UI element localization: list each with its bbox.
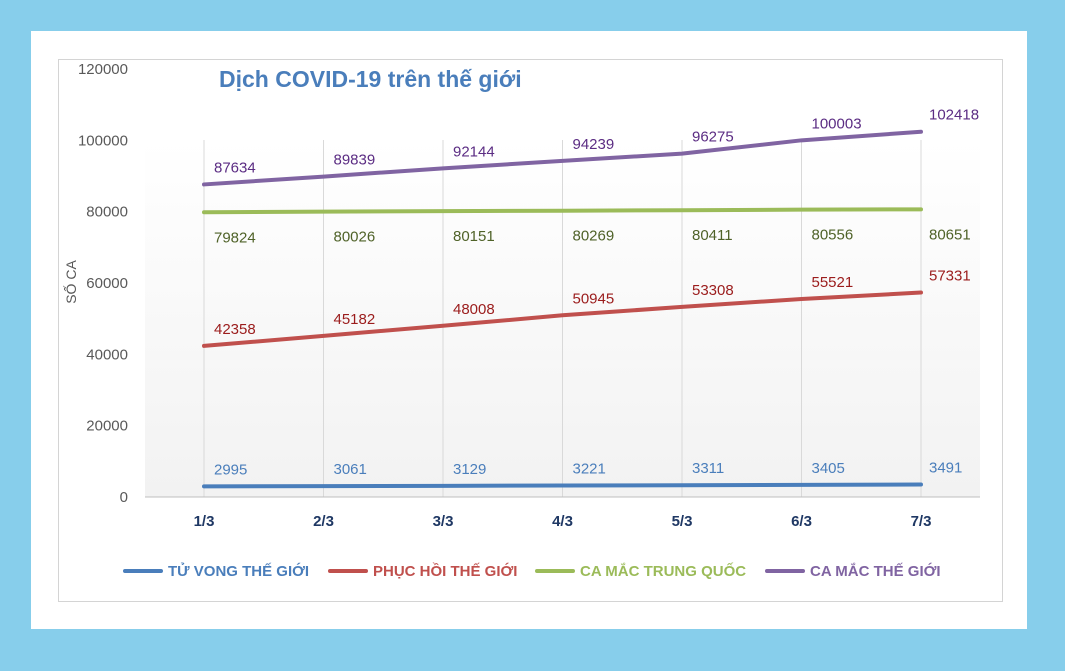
data-label: 102418 (929, 107, 979, 124)
data-label: 2995 (214, 461, 247, 478)
data-label: 80151 (453, 228, 495, 245)
data-label: 100003 (812, 115, 862, 132)
data-label: 92144 (453, 143, 495, 160)
y-tick-label: 60000 (86, 275, 128, 292)
y-tick-label: 40000 (86, 346, 128, 363)
data-label: 55521 (812, 274, 854, 291)
legend: TỬ VONG THẾ GIỚI PHỤC HỒI THẾ GIỚI CA MẮC … (123, 562, 941, 580)
data-label: 79824 (214, 229, 256, 246)
data-label: 80026 (334, 229, 376, 246)
data-label: 3311 (692, 460, 724, 477)
data-labels: 2995 3061 3129 3221 3311 3405 3491 42358 45182 48… (214, 107, 979, 479)
x-tick-label: 4/3 (552, 513, 573, 530)
series-line-ca-mac-trung-quoc (202, 207, 923, 215)
data-label: 3061 (334, 461, 367, 478)
y-tick-label: 120000 (78, 61, 128, 78)
legend-label-tu-vong-the-gioi: TỬ VONG THẾ GIỚI (168, 562, 309, 580)
data-label: 80411 (692, 227, 733, 244)
data-label: 45182 (334, 311, 376, 328)
data-label: 3405 (812, 460, 845, 477)
x-axis-ticks: 1/3 2/3 3/3 4/3 5/3 6/3 7/3 (194, 513, 932, 530)
data-label: 57331 (929, 268, 971, 285)
data-label: 80556 (812, 227, 854, 244)
series-line-tu-vong-the-gioi (202, 482, 923, 489)
data-label: 80651 (929, 226, 971, 243)
x-tick-label: 7/3 (911, 513, 932, 530)
y-tick-label: 100000 (78, 132, 128, 149)
x-tick-label: 3/3 (433, 513, 454, 530)
y-axis-label: SỐ CA (62, 260, 79, 304)
data-label: 87634 (214, 159, 256, 176)
data-label: 50945 (573, 290, 615, 307)
data-label: 42358 (214, 321, 256, 338)
data-label: 94239 (573, 136, 615, 153)
legend-label-ca-mac-the-gioi: CA MẮC THẾ GIỚI (810, 562, 941, 580)
y-tick-label: 0 (120, 489, 128, 506)
data-label: 3129 (453, 461, 486, 478)
data-label: 3221 (573, 461, 606, 478)
y-tick-label: 80000 (86, 204, 128, 221)
x-tick-label: 1/3 (194, 513, 215, 530)
x-tick-label: 5/3 (672, 513, 693, 530)
series-line-phuc-hoi-the-gioi (202, 290, 923, 348)
series-lines (202, 129, 923, 489)
grid-lines (145, 140, 980, 498)
data-label: 96275 (692, 129, 734, 146)
data-label: 3491 (929, 460, 962, 477)
y-tick-label: 20000 (86, 418, 128, 435)
series-line-ca-mac-the-gioi (202, 129, 923, 187)
x-tick-label: 6/3 (791, 513, 812, 530)
data-label: 89839 (334, 152, 376, 169)
data-label: 80269 (573, 228, 615, 245)
data-label: 53308 (692, 282, 734, 299)
legend-label-phuc-hoi-the-gioi: PHỤC HỒI THẾ GIỚI (373, 562, 517, 580)
chart-title: Dịch COVID-19 trên thế giới (219, 66, 522, 92)
data-label: 48008 (453, 301, 495, 318)
y-axis-ticks: 0 20000 40000 60000 80000 100000 120000 (78, 61, 128, 506)
x-tick-label: 2/3 (313, 513, 334, 530)
legend-label-ca-mac-trung-quoc: CA MẮC TRUNG QUỐC (580, 562, 746, 580)
